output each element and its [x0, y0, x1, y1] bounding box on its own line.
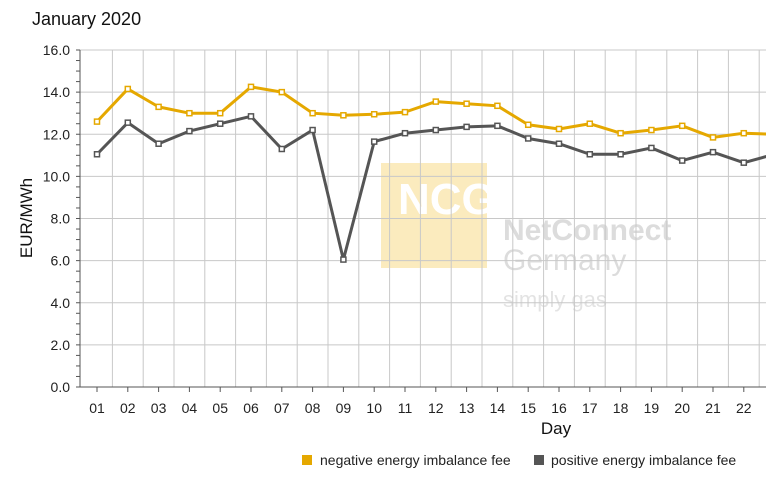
data-point — [617, 129, 624, 137]
data-point — [186, 109, 193, 117]
watermark-tagline: simply gas — [503, 287, 607, 312]
legend-swatch-negative — [302, 455, 312, 465]
data-point — [648, 126, 655, 134]
data-point — [155, 103, 162, 111]
x-tick-label: 15 — [520, 400, 536, 416]
data-point — [432, 98, 440, 105]
y-tick-label: 2.0 — [51, 337, 71, 353]
data-point — [432, 126, 440, 134]
y-tick-label: 4.0 — [51, 295, 71, 311]
data-point — [617, 151, 624, 158]
x-tick-label: 10 — [366, 400, 382, 416]
y-tick-label: 14.0 — [43, 84, 70, 100]
watermark-logo-text: NCG — [398, 175, 496, 224]
legend[interactable]: negative energy imbalance fee positive e… — [302, 452, 736, 468]
x-tick-label: 22 — [736, 400, 752, 416]
data-point — [278, 145, 286, 153]
data-point — [709, 148, 717, 156]
y-tick-label: 0.0 — [51, 379, 71, 395]
data-point — [309, 126, 316, 134]
data-point — [93, 151, 101, 158]
data-point — [740, 159, 748, 166]
data-point — [709, 134, 717, 141]
x-tick-label: 16 — [551, 400, 567, 416]
x-tick-label: 02 — [120, 400, 136, 416]
data-point — [524, 135, 532, 142]
x-tick-label: 06 — [243, 400, 259, 416]
x-tick-label: 14 — [490, 400, 506, 416]
x-tick-label: 11 — [398, 400, 413, 416]
data-point — [216, 109, 224, 117]
x-tick-label: 20 — [674, 400, 690, 416]
data-point — [309, 109, 316, 117]
data-point — [401, 129, 409, 137]
y-axis-title: EUR/MWh — [17, 178, 36, 258]
y-tick-label: 10.0 — [43, 168, 70, 184]
data-point — [555, 140, 563, 147]
x-tick-label: 19 — [644, 400, 660, 416]
data-point — [463, 123, 470, 131]
data-point — [155, 140, 162, 147]
data-point — [216, 120, 224, 127]
x-tick-label: 01 — [89, 400, 105, 416]
legend-item-positive[interactable]: positive energy imbalance fee — [534, 452, 736, 468]
y-tick-label: 16.0 — [43, 42, 70, 58]
axes: 0.0 2.0 4.0 6.0 8.0 10.0 12.0 14.0 16.0 01 02 03 04 0… — [43, 42, 766, 416]
x-tick-label: 03 — [151, 400, 167, 416]
y-tick-label: 6.0 — [51, 253, 71, 269]
legend-label-positive: positive energy imbalance fee — [551, 452, 736, 468]
data-point — [370, 110, 378, 118]
x-tick-label: 18 — [613, 400, 629, 416]
x-tick-label: 08 — [305, 400, 321, 416]
x-tick-label: 21 — [705, 400, 721, 416]
x-tick-label: 05 — [212, 400, 228, 416]
data-point — [278, 88, 286, 96]
data-point — [678, 157, 686, 164]
data-point — [555, 125, 563, 133]
data-point — [524, 121, 532, 129]
x-axis-title: Day — [541, 419, 572, 438]
x-tick-label: 04 — [182, 400, 198, 416]
data-point — [648, 144, 655, 152]
series — [93, 83, 766, 263]
y-tick-label: 8.0 — [51, 211, 71, 227]
data-point — [740, 129, 748, 137]
chart-title: January 2020 — [32, 9, 141, 29]
data-point — [247, 113, 255, 120]
data-point — [124, 119, 132, 126]
watermark-line1: NetConnect — [503, 214, 671, 247]
data-point — [247, 83, 255, 91]
data-point — [586, 151, 594, 158]
x-tick-label: 09 — [336, 400, 352, 416]
data-point — [370, 138, 378, 145]
data-point — [494, 102, 501, 110]
watermark-logo-box — [381, 163, 487, 268]
data-point — [463, 100, 470, 107]
data-point — [401, 108, 409, 116]
data-point — [186, 127, 193, 135]
x-tick-label: 17 — [582, 400, 598, 416]
legend-item-negative[interactable]: negative energy imbalance fee — [302, 452, 511, 468]
y-tick-label: 12.0 — [43, 126, 70, 142]
data-point — [124, 85, 132, 93]
data-point — [340, 256, 347, 263]
legend-label-negative: negative energy imbalance fee — [320, 452, 511, 468]
data-point — [93, 118, 101, 125]
x-tick-label: 07 — [274, 400, 290, 416]
data-point — [678, 122, 686, 130]
grid — [80, 49, 766, 388]
data-point — [494, 122, 501, 130]
watermark: NCG NetConnect Germany simply gas — [381, 163, 671, 312]
data-point — [586, 120, 594, 127]
x-tick-label: 12 — [428, 400, 444, 416]
legend-swatch-positive — [534, 455, 544, 465]
data-point — [340, 112, 347, 119]
x-tick-label: 13 — [459, 400, 475, 416]
